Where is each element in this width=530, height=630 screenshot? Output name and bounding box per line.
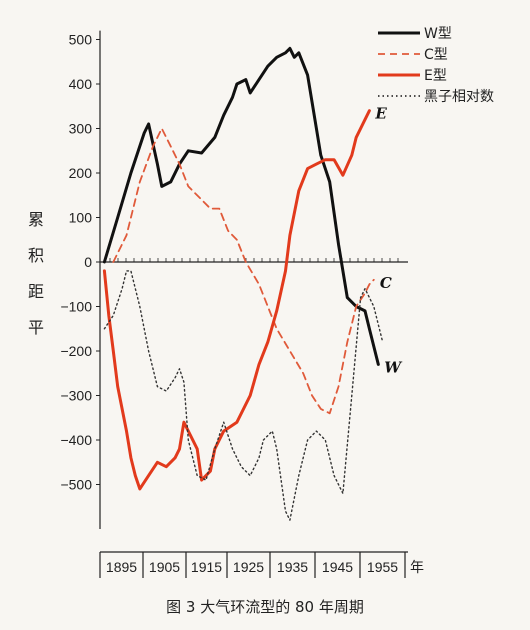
y-tick-label: −200 <box>60 343 92 359</box>
legend-label: 黑子相对数 <box>424 89 494 105</box>
y-tick-label: −500 <box>60 477 92 493</box>
chart-axes: 500 400 300 200 100 0 −100 −200 −300 −400 −500 1895… <box>60 30 424 578</box>
y-axis-label-char: 累 <box>28 210 44 229</box>
y-tick-label: 100 <box>69 210 93 226</box>
series-line <box>112 127 375 415</box>
x-tick-label: 1895 <box>106 559 137 575</box>
x-tick-label: 1915 <box>191 559 222 575</box>
legend-label: E型 <box>424 68 447 84</box>
series-line <box>102 109 371 491</box>
series-end-label: W <box>384 358 403 376</box>
x-tick-label: 1935 <box>277 559 308 575</box>
y-tick-label: −100 <box>60 299 92 315</box>
y-tick-label: −300 <box>60 388 92 404</box>
series-end-label: E <box>374 105 387 123</box>
series-line <box>102 46 380 366</box>
y-axis-label-char: 平 <box>28 318 44 337</box>
legend-label: W型 <box>424 26 452 42</box>
legend-label: C型 <box>424 47 448 63</box>
x-tick-label: 1945 <box>322 559 353 575</box>
figure-caption: 图 3 大气环流型的 80 年周期 <box>166 598 364 616</box>
x-tick-label: 1905 <box>149 559 180 575</box>
y-axis-label-char: 距 <box>28 282 44 301</box>
series-end-label: C <box>380 274 392 292</box>
y-tick-label: 0 <box>84 254 92 270</box>
x-tick-label: 1955 <box>367 559 398 575</box>
y-tick-label: 200 <box>69 165 93 181</box>
y-tick-label: 400 <box>69 76 93 92</box>
y-axis-label-char: 积 <box>28 246 44 265</box>
series-layer: W C E <box>102 46 403 521</box>
series-line <box>103 270 384 521</box>
y-tick-label: 300 <box>69 121 93 137</box>
x-axis-unit: 年 <box>410 559 424 575</box>
y-tick-label: 500 <box>69 32 93 48</box>
x-tick-label: 1925 <box>233 559 264 575</box>
y-tick-label: −400 <box>60 432 92 448</box>
